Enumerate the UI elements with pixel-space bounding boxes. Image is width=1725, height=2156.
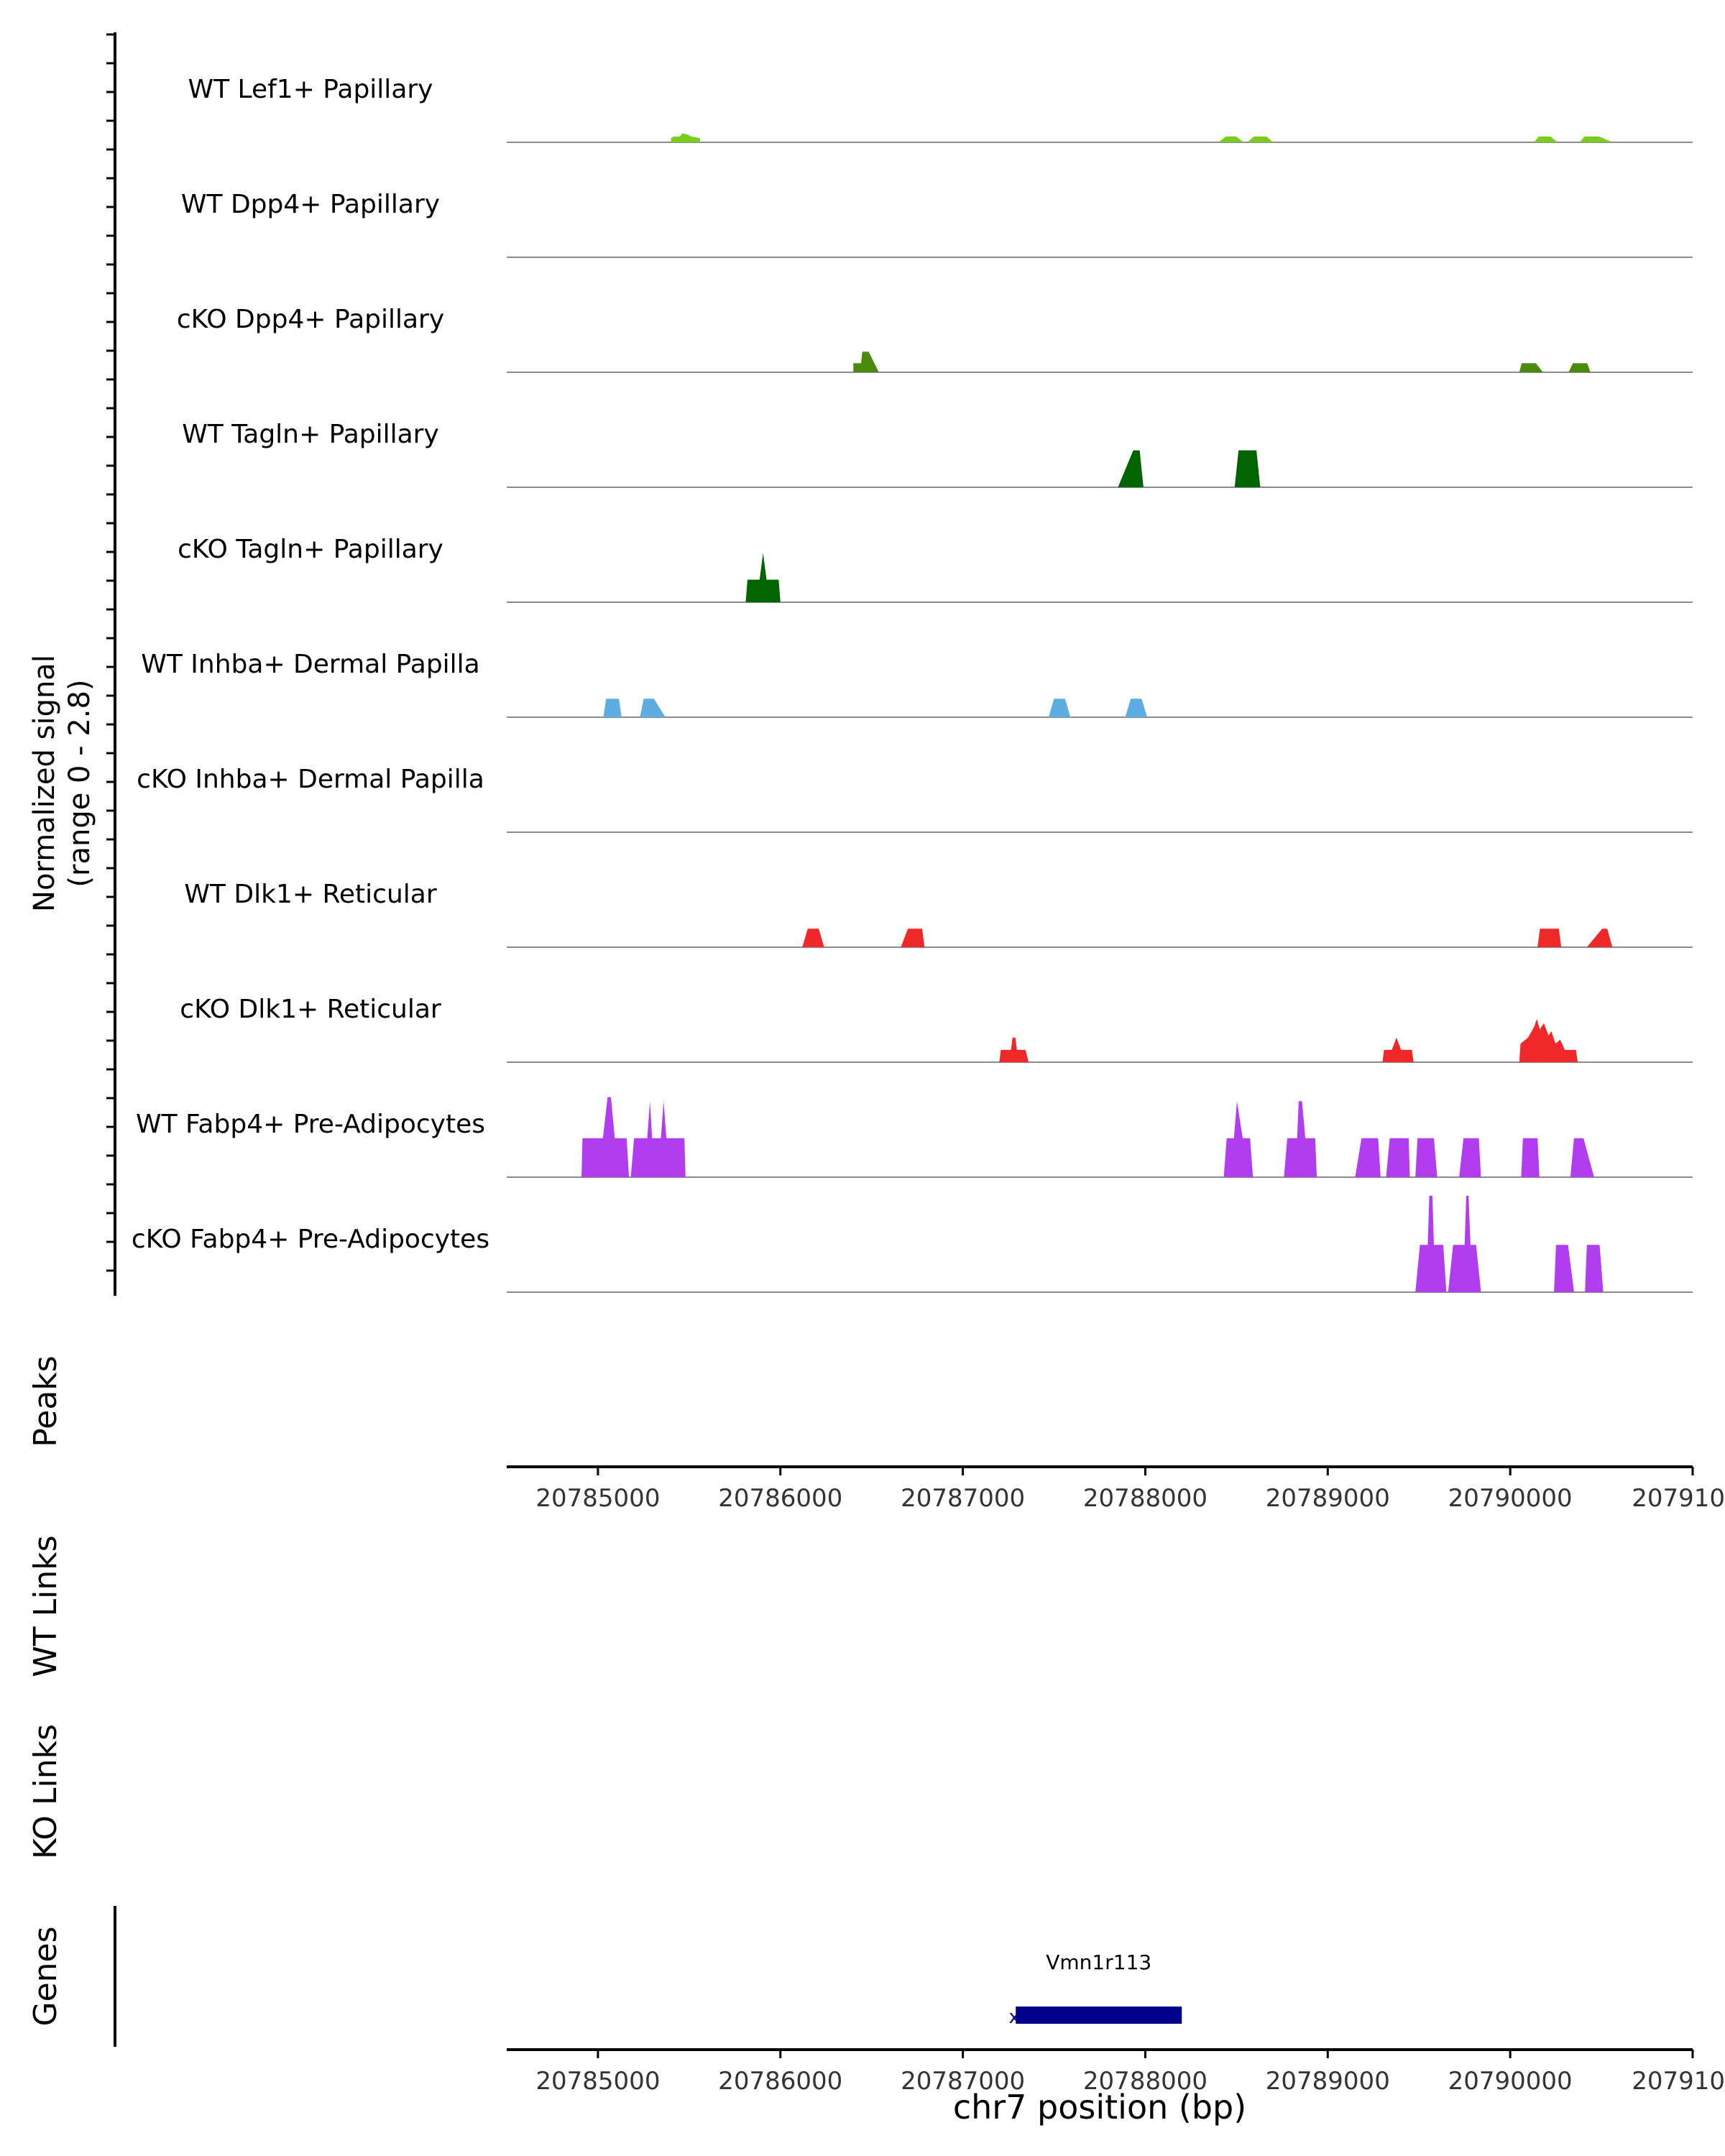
signal-peak (1284, 1101, 1317, 1177)
signal-peak (1519, 1019, 1578, 1062)
signal-peak (802, 929, 824, 947)
x-tick-label: 20785000 (535, 1484, 660, 1513)
track-label: cKO Inhba+ Dermal Papilla (137, 765, 484, 794)
x-axis-bottom: 20785000 20786000 20787000 20788000 20789000… (535, 2050, 1725, 2096)
signal-peak (1382, 1037, 1414, 1062)
x-tick-label: 20787000 (901, 2067, 1025, 2096)
signal-peak (1223, 1101, 1254, 1177)
x-axis-title: chr7 position (bp) (953, 2088, 1246, 2127)
signal-peak (1125, 699, 1147, 717)
x-tick-label: 20789000 (1266, 2067, 1390, 2096)
track-label: WT Inhba+ Dermal Papilla (141, 650, 479, 679)
track-label: cKO Fabp4+ Pre-Adipocytes (132, 1225, 489, 1254)
gene-track: Vmn1r113 x (1009, 1950, 1182, 2028)
signal-peak (1355, 1138, 1381, 1177)
signal-peak (1415, 1195, 1447, 1292)
signal-peak (1537, 929, 1562, 947)
gene-body (1016, 2007, 1182, 2024)
track-label: WT Lef1+ Papillary (188, 75, 433, 104)
signal-peak (671, 133, 701, 142)
track-label: WT Dlk1+ Reticular (184, 880, 436, 909)
track-baselines (507, 142, 1693, 1293)
x-tick-label: 20788000 (1083, 1484, 1208, 1513)
signal-peak (745, 553, 781, 602)
track-label: cKO Dpp4+ Papillary (177, 305, 444, 334)
x-tick-label: 20786000 (718, 2067, 842, 2096)
signal-peak (640, 699, 666, 717)
signal-peak (1519, 363, 1543, 372)
y-axis-label-line1: Normalized signal (28, 655, 61, 912)
signal-peak (901, 929, 925, 947)
coverage-y-label: Normalized signal (range 0 - 2.8) (28, 655, 96, 912)
track-label: cKO Dlk1+ Reticular (180, 995, 441, 1024)
track-label: cKO Tagln+ Papillary (178, 535, 443, 564)
signal-peak (1234, 450, 1261, 487)
x-tick-label: 207910 (1632, 1484, 1725, 1513)
signal-peak (1534, 137, 1558, 142)
y-axis-label-line2: (range 0 - 2.8) (63, 679, 96, 887)
x-axis-top: 20785000 20786000 20787000 20788000 20789000… (535, 1467, 1725, 1513)
signal-peak (1247, 137, 1274, 142)
x-tick-label: 207910 (1632, 2067, 1725, 2096)
signal-peak (1459, 1138, 1481, 1177)
gene-strand-glyph: x (1009, 2007, 1020, 2028)
x-tick-label: 20789000 (1266, 1484, 1390, 1513)
signal-peak (630, 1101, 686, 1177)
signal-peak (1554, 1245, 1574, 1292)
signal-peak (1585, 1245, 1604, 1292)
signal-peak (1386, 1138, 1410, 1177)
signal-peak (1048, 699, 1071, 717)
x-tick-label: 20787000 (901, 1484, 1025, 1513)
signal-peak (1448, 1195, 1481, 1292)
signal-peak (1415, 1138, 1438, 1177)
track-label: WT Fabp4+ Pre-Adipocytes (136, 1110, 485, 1139)
signal-peak (1521, 1138, 1540, 1177)
signal-peak (999, 1037, 1029, 1062)
signal-peak (603, 699, 622, 717)
track-label: WT Tagln+ Papillary (182, 420, 439, 449)
signal-peak (1568, 363, 1591, 372)
gene-name: Vmn1r113 (1046, 1950, 1151, 1974)
signal-peak (1586, 929, 1613, 947)
peaks-label: Peaks (27, 1355, 64, 1447)
x-tick-label: 20788000 (1083, 2067, 1208, 2096)
signal-peak (1218, 137, 1244, 142)
genes-label: Genes (27, 1926, 64, 2026)
signal-peak (1570, 1138, 1594, 1177)
x-tick-label: 20790000 (1448, 2067, 1573, 2096)
track-label: WT Dpp4+ Papillary (181, 190, 440, 219)
signal-peak (581, 1097, 630, 1177)
track-peaks (581, 133, 1613, 1292)
x-tick-label: 20790000 (1448, 1484, 1573, 1513)
coverage-y-ticks (106, 33, 115, 1272)
signal-peak (1118, 450, 1144, 487)
wt-links-label: WT Links (27, 1535, 64, 1677)
x-tick-label: 20786000 (718, 1484, 842, 1513)
x-tick-label: 20785000 (535, 2067, 660, 2096)
track-labels: WT Lef1+ Papillary WT Dpp4+ Papillary cKO … (132, 75, 489, 1254)
signal-peak (1579, 137, 1613, 142)
signal-peak (853, 351, 879, 372)
ko-links-label: KO Links (27, 1724, 64, 1859)
